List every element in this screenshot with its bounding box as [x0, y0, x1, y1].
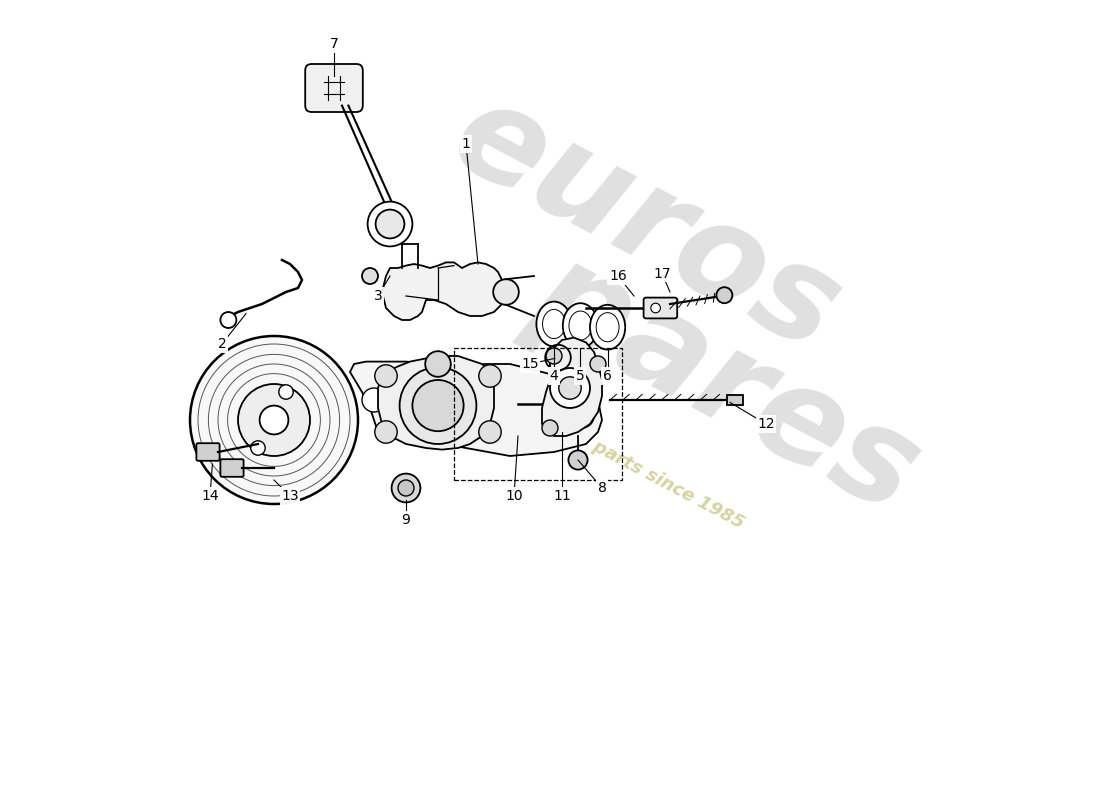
Text: 2: 2	[218, 337, 227, 351]
Circle shape	[569, 450, 587, 470]
Ellipse shape	[590, 305, 625, 350]
FancyBboxPatch shape	[305, 64, 363, 112]
Text: 8: 8	[597, 481, 606, 495]
Polygon shape	[542, 338, 602, 436]
Circle shape	[559, 377, 581, 399]
Circle shape	[570, 404, 594, 428]
Text: 10: 10	[505, 489, 522, 503]
Ellipse shape	[596, 313, 619, 342]
Text: euros: euros	[431, 70, 860, 378]
Circle shape	[398, 480, 414, 496]
FancyBboxPatch shape	[220, 459, 243, 477]
Circle shape	[220, 312, 236, 328]
Text: 13: 13	[282, 489, 299, 503]
Text: 1: 1	[462, 137, 471, 151]
FancyBboxPatch shape	[644, 298, 678, 318]
Text: 14: 14	[201, 489, 219, 503]
Circle shape	[238, 384, 310, 456]
Text: pares: pares	[513, 230, 939, 538]
Ellipse shape	[569, 311, 592, 340]
Circle shape	[375, 421, 397, 443]
Circle shape	[426, 351, 451, 377]
Text: 4: 4	[550, 369, 559, 383]
Circle shape	[412, 380, 463, 431]
FancyBboxPatch shape	[197, 443, 220, 461]
Circle shape	[190, 336, 358, 504]
Ellipse shape	[537, 302, 572, 346]
Circle shape	[716, 287, 733, 303]
Polygon shape	[378, 356, 494, 450]
Polygon shape	[382, 262, 506, 320]
Text: 5: 5	[576, 369, 585, 383]
Text: 17: 17	[653, 266, 671, 281]
Circle shape	[478, 421, 502, 443]
Polygon shape	[350, 362, 602, 456]
Text: 6: 6	[603, 369, 612, 383]
Text: automotive parts since 1985: automotive parts since 1985	[482, 380, 747, 532]
Circle shape	[478, 365, 502, 387]
Text: 12: 12	[757, 417, 774, 431]
Circle shape	[493, 279, 519, 305]
Circle shape	[651, 303, 660, 313]
FancyBboxPatch shape	[727, 395, 742, 405]
Circle shape	[362, 268, 378, 284]
Circle shape	[542, 420, 558, 436]
Text: 7: 7	[330, 37, 339, 51]
Ellipse shape	[563, 303, 598, 348]
Circle shape	[546, 348, 562, 364]
Circle shape	[375, 365, 397, 387]
Circle shape	[550, 368, 590, 408]
Circle shape	[362, 388, 386, 412]
Circle shape	[278, 385, 294, 399]
Circle shape	[367, 202, 412, 246]
Circle shape	[392, 474, 420, 502]
Text: 3: 3	[374, 289, 383, 303]
Circle shape	[251, 441, 265, 455]
Ellipse shape	[542, 310, 565, 338]
Text: 15: 15	[521, 357, 539, 371]
Text: 11: 11	[553, 489, 571, 503]
Text: 16: 16	[609, 269, 627, 283]
Circle shape	[260, 406, 288, 434]
Text: 9: 9	[402, 513, 410, 527]
Circle shape	[375, 210, 405, 238]
Circle shape	[399, 367, 476, 444]
Circle shape	[590, 356, 606, 372]
